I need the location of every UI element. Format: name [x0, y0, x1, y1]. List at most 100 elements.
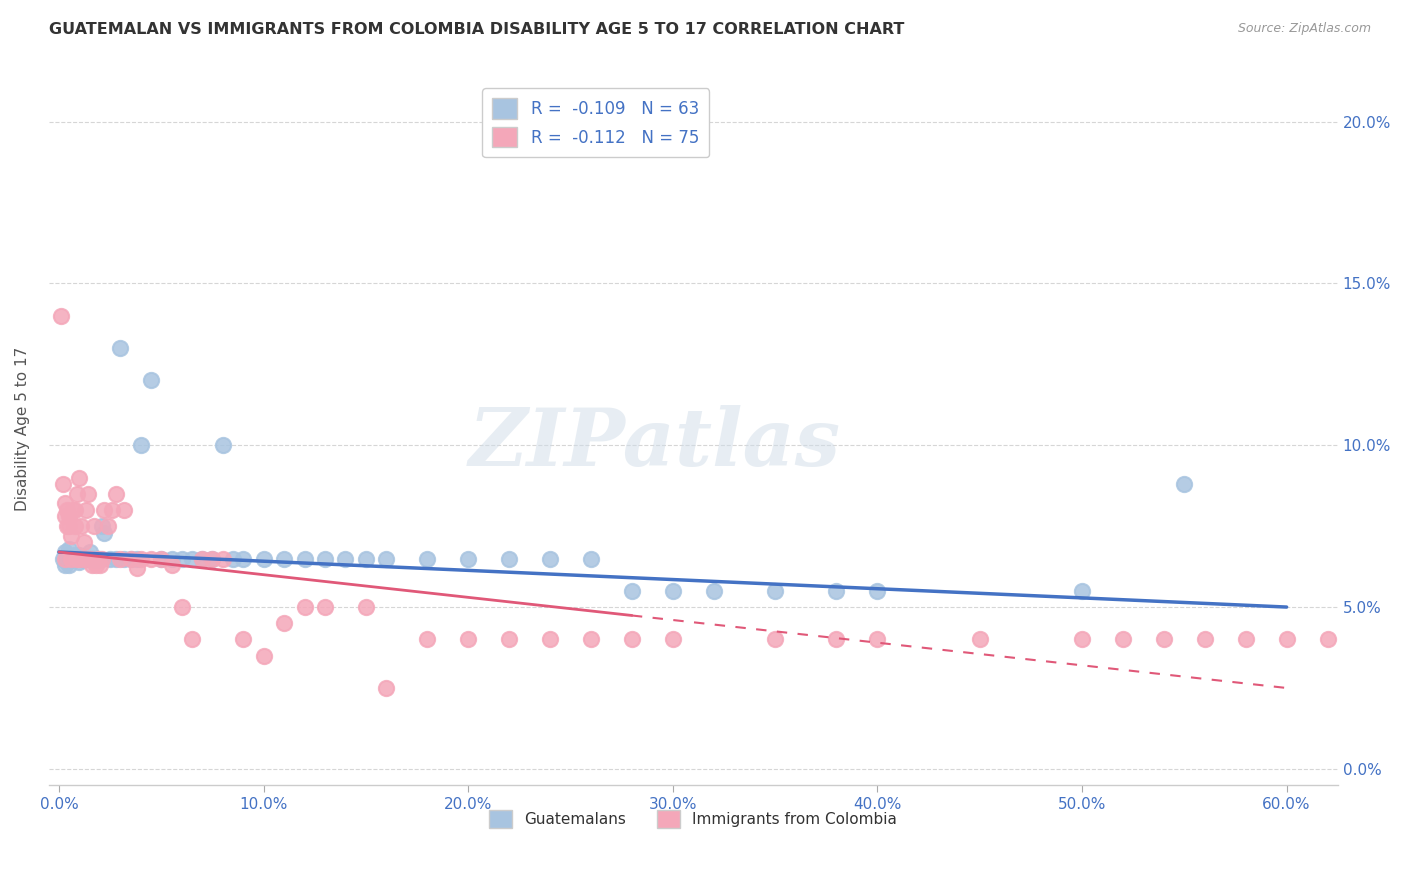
Point	[58, 541, 80, 556]
Point	[110, 341, 132, 355]
Text: GUATEMALAN VS IMMIGRANTS FROM COLOMBIA DISABILITY AGE 5 TO 17 CORRELATION CHART: GUATEMALAN VS IMMIGRANTS FROM COLOMBIA D…	[49, 22, 904, 37]
Point	[314, 600, 336, 615]
Point	[866, 583, 889, 598]
Point	[91, 519, 114, 533]
Point	[120, 551, 142, 566]
Point	[53, 558, 76, 572]
Point	[232, 632, 254, 647]
Point	[498, 632, 520, 647]
Point	[84, 551, 107, 566]
Point	[1398, 632, 1406, 647]
Point	[252, 648, 274, 663]
Point	[969, 632, 991, 647]
Point	[763, 632, 786, 647]
Point	[160, 558, 183, 572]
Point	[1173, 477, 1195, 491]
Point	[232, 551, 254, 566]
Point	[125, 561, 148, 575]
Point	[60, 551, 83, 566]
Point	[457, 551, 479, 566]
Point	[662, 583, 685, 598]
Point	[93, 503, 115, 517]
Point	[66, 487, 89, 501]
Point	[84, 558, 107, 572]
Legend: Guatemalans, Immigrants from Colombia: Guatemalans, Immigrants from Colombia	[484, 804, 903, 834]
Point	[97, 519, 120, 533]
Point	[866, 632, 889, 647]
Point	[120, 551, 142, 566]
Point	[79, 545, 101, 559]
Point	[1071, 632, 1094, 647]
Point	[375, 551, 398, 566]
Point	[1071, 583, 1094, 598]
Point	[80, 558, 103, 572]
Point	[181, 551, 204, 566]
Point	[62, 503, 84, 517]
Point	[52, 551, 75, 566]
Point	[211, 438, 233, 452]
Point	[53, 496, 76, 510]
Point	[170, 600, 193, 615]
Point	[75, 503, 97, 517]
Point	[83, 519, 105, 533]
Point	[105, 551, 128, 566]
Point	[825, 583, 848, 598]
Point	[58, 519, 80, 533]
Point	[79, 551, 101, 566]
Point	[538, 632, 561, 647]
Point	[314, 551, 336, 566]
Point	[1275, 632, 1298, 647]
Point	[457, 632, 479, 647]
Point	[579, 632, 602, 647]
Point	[579, 551, 602, 566]
Point	[101, 503, 124, 517]
Point	[375, 681, 398, 695]
Point	[354, 600, 377, 615]
Point	[273, 551, 295, 566]
Point	[72, 535, 94, 549]
Point	[52, 477, 75, 491]
Point	[79, 551, 101, 566]
Point	[416, 551, 439, 566]
Point	[273, 616, 295, 631]
Point	[69, 555, 91, 569]
Point	[70, 551, 93, 566]
Point	[65, 549, 87, 563]
Point	[75, 551, 97, 566]
Point	[83, 551, 105, 566]
Point	[53, 509, 76, 524]
Point	[211, 551, 233, 566]
Point	[181, 632, 204, 647]
Point	[87, 551, 110, 566]
Point	[69, 470, 91, 484]
Point	[114, 551, 136, 566]
Point	[294, 600, 316, 615]
Point	[80, 551, 103, 566]
Point	[129, 438, 152, 452]
Point	[620, 632, 643, 647]
Point	[58, 558, 80, 572]
Point	[72, 551, 94, 566]
Point	[60, 551, 83, 566]
Point	[1234, 632, 1257, 647]
Point	[1194, 632, 1216, 647]
Point	[87, 551, 110, 566]
Point	[93, 525, 115, 540]
Point	[160, 551, 183, 566]
Point	[76, 487, 98, 501]
Point	[69, 551, 91, 566]
Point	[335, 551, 357, 566]
Point	[89, 551, 111, 566]
Point	[89, 558, 111, 572]
Point	[56, 549, 79, 563]
Point	[65, 519, 87, 533]
Point	[60, 529, 83, 543]
Point	[139, 551, 162, 566]
Point	[125, 551, 148, 566]
Point	[222, 551, 245, 566]
Point	[498, 551, 520, 566]
Point	[703, 583, 725, 598]
Text: Source: ZipAtlas.com: Source: ZipAtlas.com	[1237, 22, 1371, 36]
Point	[825, 632, 848, 647]
Point	[66, 551, 89, 566]
